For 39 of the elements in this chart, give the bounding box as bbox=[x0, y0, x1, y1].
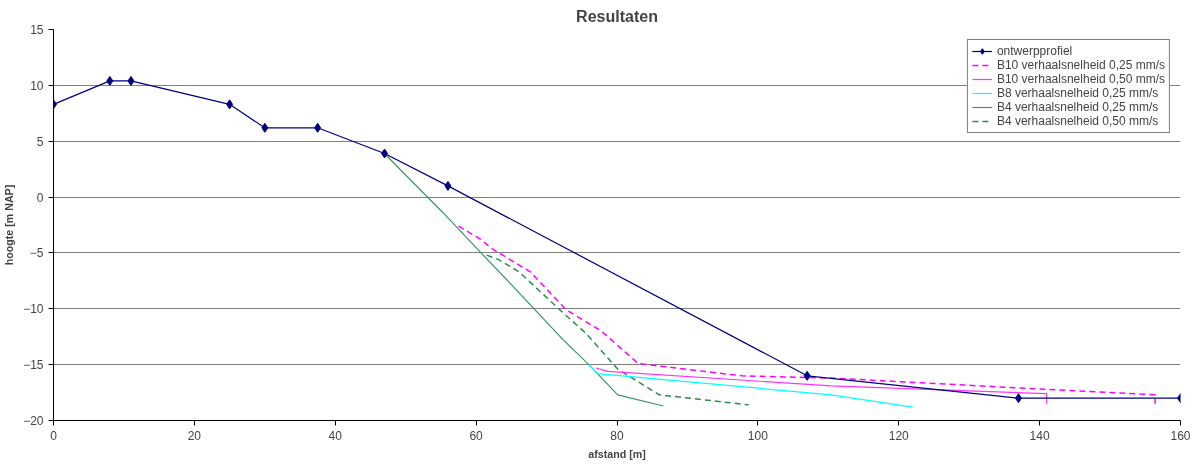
point bbox=[314, 122, 322, 133]
legend-label: B4 verhaalsnelheid 0,25 mm/s bbox=[996, 100, 1159, 114]
x-tick-label: 100 bbox=[747, 428, 769, 443]
line-series bbox=[485, 254, 750, 406]
y-tick-label: 10 bbox=[30, 78, 44, 93]
y-axis-title: hoogte [m NAP] bbox=[3, 184, 16, 266]
line-series bbox=[588, 364, 914, 408]
legend-label: B10 verhaalsnelheid 0,50 mm/s bbox=[996, 72, 1165, 86]
x-tick-label: 160 bbox=[1170, 428, 1191, 443]
y-tick-label: −5 bbox=[29, 246, 44, 261]
y-tick-label: 15 bbox=[30, 23, 44, 37]
x-tick-label: 140 bbox=[1029, 428, 1050, 443]
y-tick-label: 5 bbox=[36, 134, 44, 149]
y-tick-label: −20 bbox=[23, 414, 44, 428]
line-series bbox=[595, 367, 1048, 405]
y-tick-label: −15 bbox=[23, 358, 44, 373]
x-tick-label: 60 bbox=[469, 428, 484, 443]
line-series bbox=[457, 225, 1156, 405]
x-tick-label: 120 bbox=[888, 428, 910, 443]
point bbox=[127, 75, 135, 86]
x-tick-label: 80 bbox=[610, 428, 624, 443]
x-tick-label: 0 bbox=[50, 428, 58, 443]
legend-label: B4 verhaalsnelheid 0,50 mm/s bbox=[996, 114, 1159, 128]
legend-label: B10 verhaalsnelheid 0,25 mm/s bbox=[996, 58, 1165, 72]
y-tick-label: −10 bbox=[23, 302, 44, 317]
legend-label: B8 verhaalsnelheid 0,25 mm/s bbox=[996, 86, 1159, 100]
point bbox=[803, 370, 811, 381]
x-tick-label: 20 bbox=[187, 428, 202, 443]
x-axis-title: afstand [m] bbox=[588, 447, 646, 460]
chart-title: Resultaten bbox=[576, 7, 658, 25]
point bbox=[1014, 393, 1022, 404]
point bbox=[381, 148, 389, 159]
point bbox=[226, 99, 234, 110]
y-tick-label: 0 bbox=[36, 190, 44, 205]
point bbox=[106, 75, 114, 86]
point bbox=[261, 122, 269, 133]
x-tick-label: 40 bbox=[328, 428, 343, 443]
point bbox=[444, 180, 452, 191]
legend-label: ontwerpprofiel bbox=[996, 44, 1073, 58]
